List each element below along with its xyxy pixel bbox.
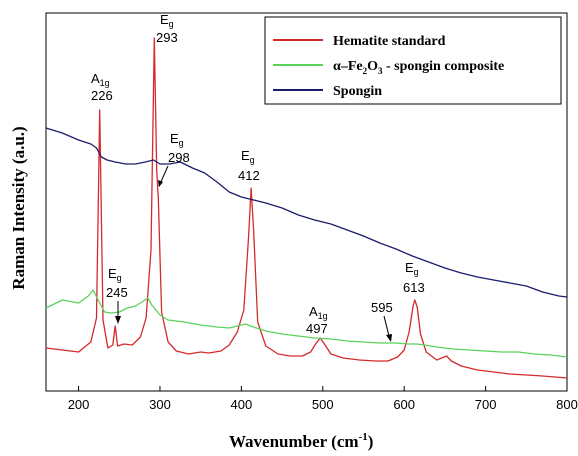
x-tick-label: 300	[149, 397, 171, 412]
y-axis-title: Raman Intensity (a.u.)	[9, 126, 28, 289]
annotation-eg-293-value: 293	[156, 30, 178, 45]
x-axis-title: Wavenumber (cm-1)	[229, 431, 373, 451]
series-line-1	[45, 289, 568, 358]
annotation-298-arrowhead	[158, 180, 163, 187]
annotation-eg-245-label: Eg	[108, 266, 122, 283]
legend-label-composite: α–Fe2O3 - spongin composite	[333, 59, 504, 76]
annotation-a1g-226-label: A1g	[91, 71, 110, 88]
annotation-eg-412-value: 412	[238, 168, 260, 183]
x-tick-label: 800	[556, 397, 578, 412]
annotation-a1g-226-value: 226	[91, 88, 113, 103]
series-line-0	[45, 37, 568, 379]
x-axis-ticks: 200 300 400 500 600 700 800	[68, 386, 578, 412]
legend: Hematite standard α–Fe2O3 - spongin comp…	[264, 16, 562, 105]
annotation-eg-298-value: 298	[168, 150, 190, 165]
x-tick-label: 600	[393, 397, 415, 412]
legend-label-hematite: Hematite standard	[333, 34, 446, 49]
annotation-eg-412-label: Eg	[241, 148, 255, 165]
annotation-eg-613-value: 613	[403, 280, 425, 295]
annotation-eg-298-label: Eg	[170, 131, 184, 148]
annotations: A1g 226 Eg 293 Eg 298 Eg 412 Eg 245 A1g …	[91, 12, 425, 342]
annotation-a1g-497-value: 497	[306, 321, 328, 336]
x-tick-label: 500	[312, 397, 334, 412]
x-tick-label: 400	[231, 397, 253, 412]
series-lines	[45, 37, 568, 379]
legend-label-spongin: Spongin	[333, 84, 382, 99]
annotation-eg-245-value: 245	[106, 285, 128, 300]
annotation-a1g-497-label: A1g	[309, 304, 328, 321]
annotation-595-arrowhead	[386, 334, 392, 342]
series-line-2	[45, 127, 568, 298]
annotation-eg-613-label: Eg	[405, 260, 419, 277]
x-tick-label: 700	[475, 397, 497, 412]
annotation-245-arrowhead	[115, 316, 121, 324]
x-tick-label: 200	[68, 397, 90, 412]
annotation-595-value: 595	[371, 300, 393, 315]
annotation-eg-293-label: Eg	[160, 12, 174, 29]
